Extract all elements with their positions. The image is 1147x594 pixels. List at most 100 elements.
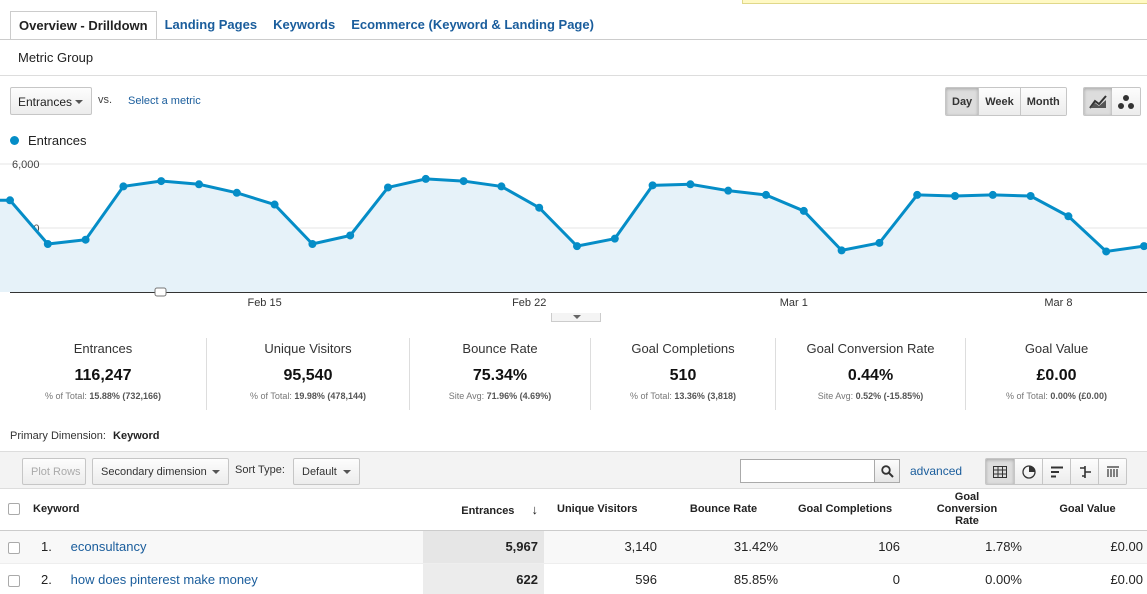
data-point[interactable] xyxy=(270,200,279,209)
data-point[interactable] xyxy=(195,180,203,189)
tab-ecommerce[interactable]: Ecommerce (Keyword & Landing Page) xyxy=(351,17,594,32)
data-point[interactable] xyxy=(837,246,846,255)
data-point[interactable] xyxy=(43,240,52,248)
data-point[interactable] xyxy=(497,182,506,191)
data-point[interactable] xyxy=(157,177,166,186)
term-cloud-icon[interactable] xyxy=(1098,459,1126,484)
chevron-down-icon xyxy=(343,470,351,474)
scorecard-label: Entrances xyxy=(73,341,133,356)
table-search-input[interactable] xyxy=(740,459,875,483)
data-point[interactable] xyxy=(988,190,997,199)
sort-type-dropdown[interactable]: Default xyxy=(293,458,360,485)
scorecard-sub: % of Total: 0.00% (£0.00) xyxy=(1006,391,1107,401)
goal-completions-cell: 106 xyxy=(784,530,906,564)
scorecard-value: 75.34% xyxy=(472,367,528,384)
data-table-icon[interactable] xyxy=(986,459,1014,484)
line-chart-icon[interactable] xyxy=(1084,88,1112,115)
data-point[interactable] xyxy=(1064,212,1073,221)
column-header-bounce-rate[interactable]: Bounce Rate xyxy=(663,489,784,531)
data-point[interactable] xyxy=(459,177,468,186)
row-index: 2. xyxy=(41,572,52,587)
tab-keywords[interactable]: Keywords xyxy=(273,17,336,32)
secondary-dimension-dropdown[interactable]: Secondary dimension xyxy=(92,458,229,485)
sort-type-label: Sort Type: xyxy=(235,464,285,476)
unique-visitors-cell: 596 xyxy=(544,563,663,594)
column-header-goal-value[interactable]: Goal Value xyxy=(1028,489,1147,531)
data-point[interactable] xyxy=(573,242,581,251)
table-header-row: Keyword Entrances ↓ Unique Visitors Boun… xyxy=(0,489,1147,531)
column-header-goal-conversion-rate[interactable]: Goal Conversion Rate xyxy=(906,489,1028,531)
entrances-cell: 622 xyxy=(423,563,544,594)
data-point[interactable] xyxy=(762,190,770,199)
motion-chart-icon[interactable] xyxy=(1112,88,1140,115)
metric-select[interactable]: Entrances xyxy=(10,87,92,115)
primary-dimension-label: Primary Dimension: xyxy=(10,430,106,442)
scorecard-value: 116,247 xyxy=(74,367,132,384)
keyword-link[interactable]: how does pinterest make money xyxy=(70,572,258,587)
performance-icon[interactable] xyxy=(1042,459,1070,484)
scorecard-sub: Site Avg: 71.96% (4.69%) xyxy=(448,391,552,401)
data-point[interactable] xyxy=(81,235,90,244)
data-point[interactable] xyxy=(913,190,922,199)
row-checkbox[interactable] xyxy=(7,574,20,587)
data-point[interactable] xyxy=(384,183,392,192)
row-checkbox[interactable] xyxy=(7,541,20,554)
data-point[interactable] xyxy=(232,188,241,197)
entrances-cell: 5,967 xyxy=(423,530,544,564)
keyword-table: Keyword Entrances ↓ Unique Visitors Boun… xyxy=(0,489,1147,594)
search-icon[interactable] xyxy=(874,459,900,483)
x-tick-label: Feb 15 xyxy=(247,297,281,309)
data-point[interactable] xyxy=(1102,247,1111,256)
column-header-entrances[interactable]: Entrances ↓ xyxy=(423,489,544,531)
tab-landing-pages[interactable]: Landing Pages xyxy=(164,17,258,32)
row-index: 1. xyxy=(41,539,52,554)
row-checkbox-cell xyxy=(0,530,27,564)
divider xyxy=(0,75,1147,76)
data-point[interactable] xyxy=(686,180,695,189)
pie-chart-icon[interactable] xyxy=(1014,459,1042,484)
data-point[interactable] xyxy=(346,231,355,240)
scorecard-label: Goal Completions xyxy=(631,341,735,356)
data-point[interactable] xyxy=(724,186,733,195)
data-point[interactable] xyxy=(308,240,317,248)
scorecard-value: 95,540 xyxy=(283,367,333,384)
data-point[interactable] xyxy=(6,196,14,205)
data-point[interactable] xyxy=(875,238,884,247)
legend-label: Entrances xyxy=(28,133,87,148)
day-button[interactable]: Day xyxy=(946,88,979,115)
data-point[interactable] xyxy=(1140,242,1147,251)
chart-collapse-handle[interactable] xyxy=(551,313,601,322)
select-all-checkbox[interactable] xyxy=(7,503,20,516)
comparison-icon[interactable] xyxy=(1070,459,1098,484)
week-button[interactable]: Week xyxy=(978,88,1020,115)
x-tick-label: Mar 1 xyxy=(780,297,808,309)
chevron-down-icon xyxy=(212,470,220,474)
primary-dimension-value[interactable]: Keyword xyxy=(113,430,160,442)
scorecard-label: Unique Visitors xyxy=(264,341,352,356)
keyword-link[interactable]: econsultancy xyxy=(70,539,147,554)
table-row: 1. econsultancy 5,967 3,140 31.42% 106 1… xyxy=(0,530,1147,564)
select-all-cell xyxy=(0,489,27,531)
annotation-icon[interactable] xyxy=(154,287,167,297)
report-tabs: Overview - Drilldown Landing Pages Keywo… xyxy=(10,11,602,40)
tab-overview-drilldown[interactable]: Overview - Drilldown xyxy=(10,11,157,40)
plot-rows-button[interactable]: Plot Rows xyxy=(22,458,86,485)
data-point[interactable] xyxy=(648,181,657,190)
data-point[interactable] xyxy=(119,182,128,191)
advanced-filter-link[interactable]: advanced xyxy=(910,464,963,478)
column-header-goal-completions[interactable]: Goal Completions xyxy=(784,489,906,531)
row-checkbox-cell xyxy=(0,563,27,594)
data-point[interactable] xyxy=(535,203,544,212)
month-button[interactable]: Month xyxy=(1019,88,1066,115)
data-point[interactable] xyxy=(610,234,619,243)
scorecard-value: £0.00 xyxy=(1036,367,1077,384)
data-point[interactable] xyxy=(421,174,430,183)
select-metric-link[interactable]: Select a metric xyxy=(128,95,201,107)
data-point[interactable] xyxy=(951,192,959,200)
data-point[interactable] xyxy=(1026,192,1035,200)
metric-select-value: Entrances xyxy=(18,95,73,109)
data-point[interactable] xyxy=(799,206,808,215)
column-header-keyword[interactable]: Keyword xyxy=(27,489,423,531)
column-header-unique-visitors[interactable]: Unique Visitors xyxy=(544,489,663,531)
